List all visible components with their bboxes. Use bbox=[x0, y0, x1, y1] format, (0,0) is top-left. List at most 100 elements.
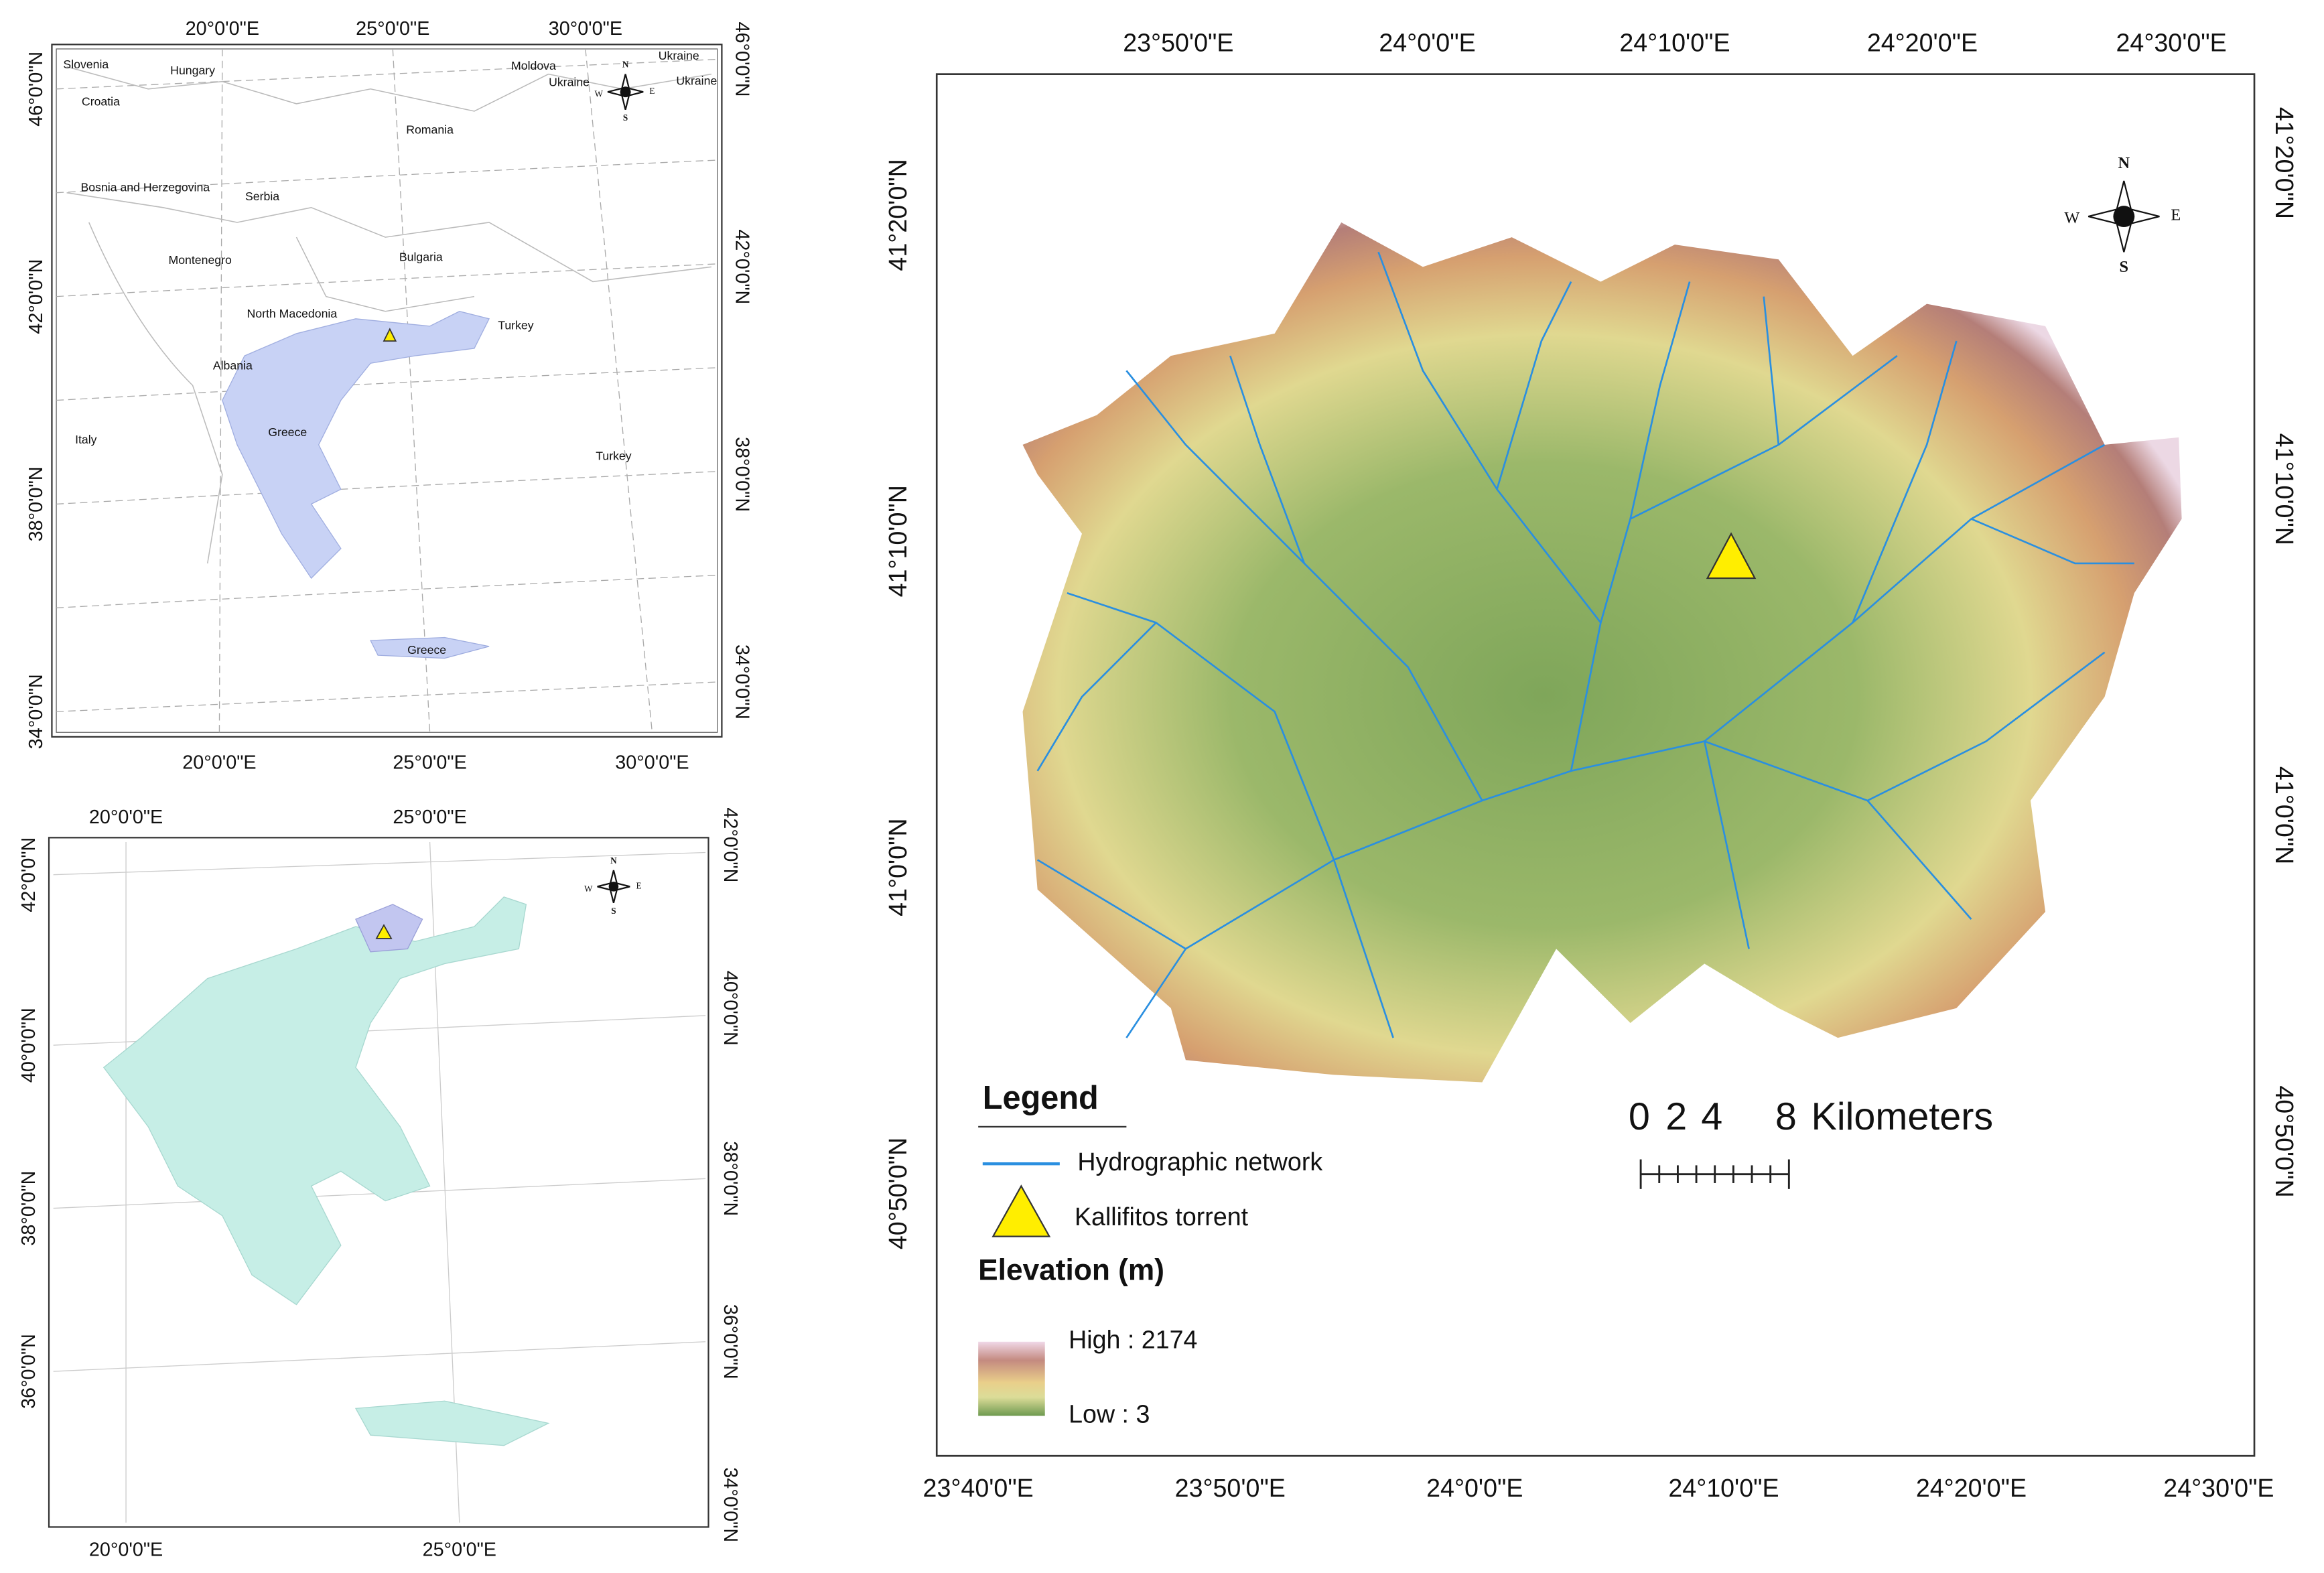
lon-label: 20°0'0"E bbox=[182, 752, 256, 773]
lon-label: 24°0'0"E bbox=[1379, 28, 1475, 56]
compass-s: S bbox=[2120, 258, 2129, 276]
legend-torrent-swatch bbox=[992, 1184, 1051, 1237]
lat-label: 40°50'0"N bbox=[2270, 1085, 2299, 1197]
scale-tick-label: 2 bbox=[1665, 1095, 1687, 1138]
legend-elevation-ramp bbox=[978, 1341, 1045, 1416]
lat-label: 41°0'0"N bbox=[884, 818, 912, 916]
place-label: Albania bbox=[213, 358, 253, 372]
lat-label: 40°0'0"N bbox=[720, 971, 741, 1046]
lon-label: 24°10'0"E bbox=[1619, 28, 1730, 56]
place-label: Ukraine bbox=[549, 76, 590, 89]
place-label: Montenegro bbox=[168, 253, 232, 267]
place-label: Romania bbox=[406, 123, 454, 136]
compass-w: W bbox=[595, 89, 604, 99]
lat-label: 41°0'0"N bbox=[2270, 766, 2299, 864]
greece-shape bbox=[102, 896, 527, 1306]
compass-e: E bbox=[2171, 206, 2181, 224]
compass-n: N bbox=[610, 856, 617, 866]
lat-label: 46°0'0"N bbox=[25, 52, 47, 127]
place-label: Moldova bbox=[511, 59, 556, 72]
lon-label: 23°50'0"E bbox=[1175, 1474, 1286, 1502]
compass-center bbox=[608, 882, 619, 892]
scale-unit: Kilometers bbox=[1812, 1095, 1994, 1138]
place-label: Slovenia bbox=[63, 58, 109, 71]
lat-label: 40°50'0"N bbox=[884, 1138, 912, 1249]
map-frame bbox=[51, 44, 723, 738]
kallifitos-marker bbox=[1706, 532, 1757, 579]
lat-label: 38°0'0"N bbox=[720, 1141, 741, 1216]
place-label: Turkey bbox=[596, 449, 632, 462]
compass-center bbox=[2113, 206, 2135, 228]
borders bbox=[66, 66, 712, 564]
study-area-marker bbox=[375, 924, 393, 939]
lat-label: 34°0'0"N bbox=[720, 1467, 741, 1542]
scale-tick-label: 0 bbox=[1629, 1095, 1650, 1138]
catchment-region bbox=[355, 904, 423, 953]
lon-label: 25°0'0"E bbox=[423, 1539, 496, 1560]
scale-bar bbox=[1639, 1159, 1790, 1189]
compass-n: N bbox=[622, 59, 629, 69]
lon-label: 30°0'0"E bbox=[615, 752, 689, 773]
place-label: North Macedonia bbox=[247, 307, 337, 320]
lon-label: 24°30'0"E bbox=[2116, 28, 2227, 56]
compass-n: N bbox=[2118, 154, 2130, 172]
legend-title: Legend bbox=[983, 1080, 1099, 1116]
legend-torrent: Kallifitos torrent bbox=[1075, 1203, 1249, 1231]
place-label: Bosnia and Herzegovina bbox=[80, 181, 210, 194]
lon-label: 30°0'0"E bbox=[549, 18, 622, 40]
legend-elevation-title: Elevation (m) bbox=[978, 1253, 1164, 1286]
lon-label: 23°50'0"E bbox=[1123, 28, 1233, 56]
graticule bbox=[56, 48, 717, 733]
lat-label: 38°0'0"N bbox=[18, 1171, 40, 1246]
lon-label: 23°40'0"E bbox=[923, 1474, 1034, 1502]
overview-map bbox=[51, 44, 723, 738]
legend-low: Low : 3 bbox=[1069, 1399, 1150, 1428]
scale-tick-label: 4 bbox=[1701, 1095, 1722, 1138]
crete-shape bbox=[370, 636, 490, 659]
lat-label: 41°20'0"N bbox=[884, 159, 912, 271]
place-label: Bulgaria bbox=[399, 251, 443, 264]
lat-label: 36°0'0"N bbox=[720, 1304, 741, 1379]
legend-hydro: Hydrographic network bbox=[1077, 1148, 1322, 1176]
study-area-marker bbox=[383, 328, 397, 342]
place-label: Greece bbox=[268, 425, 307, 439]
place-label: Serbia bbox=[245, 190, 279, 203]
lon-label: 24°0'0"E bbox=[1426, 1474, 1523, 1502]
scale-tick-label: 8 bbox=[1775, 1095, 1797, 1138]
lon-label: 25°0'0"E bbox=[393, 807, 466, 828]
compass-s: S bbox=[611, 906, 616, 916]
lon-label: 20°0'0"E bbox=[186, 18, 259, 40]
compass-w: W bbox=[584, 884, 593, 894]
lon-label: 20°0'0"E bbox=[89, 807, 163, 828]
lon-label: 24°10'0"E bbox=[1668, 1474, 1779, 1502]
legend-high: High : 2174 bbox=[1069, 1326, 1197, 1354]
lon-label: 20°0'0"E bbox=[89, 1539, 163, 1560]
catchment-map bbox=[935, 73, 2256, 1457]
lat-label: 40°0'0"N bbox=[18, 1008, 40, 1083]
crete-shape bbox=[354, 1400, 550, 1446]
lat-label: 38°0'0"N bbox=[732, 437, 753, 512]
lat-label: 42°0'0"N bbox=[732, 229, 753, 304]
lat-label: 34°0'0"N bbox=[732, 644, 753, 720]
compass-w: W bbox=[2064, 209, 2079, 227]
lat-label: 42°0'0"N bbox=[720, 807, 741, 882]
hydrographic-network bbox=[1036, 251, 2134, 1038]
compass-e: E bbox=[636, 880, 641, 890]
map-neatline bbox=[56, 48, 718, 733]
lat-label: 41°10'0"N bbox=[884, 485, 912, 597]
lat-label: 38°0'0"N bbox=[25, 466, 47, 541]
place-label: Italy bbox=[75, 433, 97, 446]
lon-label: 25°0'0"E bbox=[356, 18, 429, 40]
lat-label: 42°0'0"N bbox=[18, 837, 40, 912]
compass-s: S bbox=[623, 113, 628, 123]
greece-shape bbox=[222, 311, 490, 579]
lat-label: 34°0'0"N bbox=[25, 674, 47, 749]
elevation-surface bbox=[1022, 222, 2182, 1083]
place-label: Ukraine bbox=[676, 74, 717, 87]
lat-label: 46°0'0"N bbox=[732, 22, 753, 97]
place-label: Turkey bbox=[498, 319, 534, 332]
lat-label: 42°0'0"N bbox=[25, 259, 47, 334]
lat-label: 41°20'0"N bbox=[2270, 107, 2299, 219]
place-label: Ukraine bbox=[659, 49, 699, 62]
lon-label: 24°30'0"E bbox=[2163, 1474, 2274, 1502]
